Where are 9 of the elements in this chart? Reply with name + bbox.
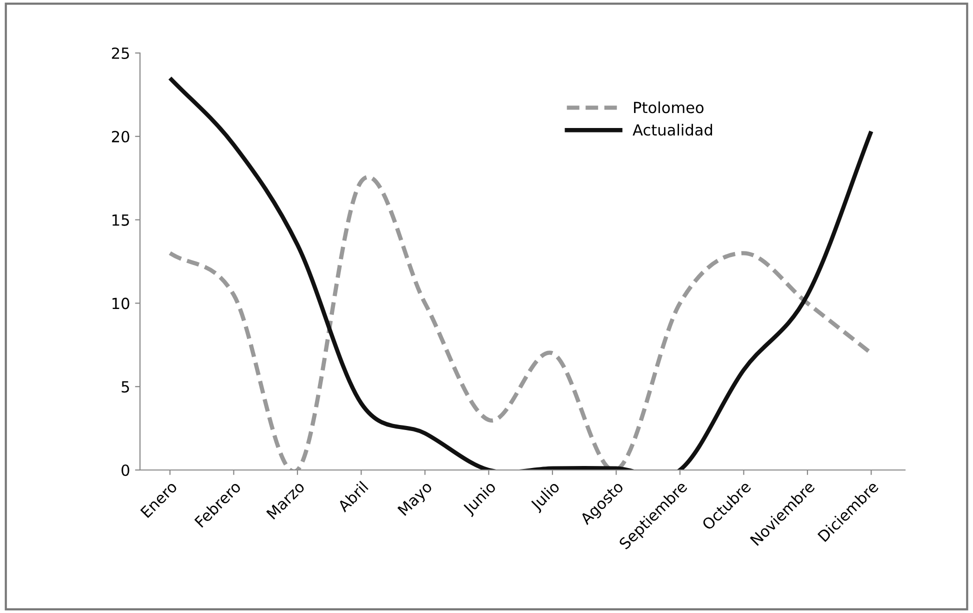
y-tick-label: 5 <box>122 381 129 393</box>
line-series <box>168 76 874 470</box>
y-tick-label: 20 <box>112 130 130 142</box>
y-tick-label: 0 <box>122 464 130 476</box>
y-tick-label: 15 <box>112 214 129 226</box>
y-tick-label: 25 <box>112 47 129 60</box>
y-tick-label: 10 <box>112 298 130 310</box>
legend-label: Actualidad <box>632 124 712 136</box>
legend-label: Ptolomeo <box>634 101 704 114</box>
